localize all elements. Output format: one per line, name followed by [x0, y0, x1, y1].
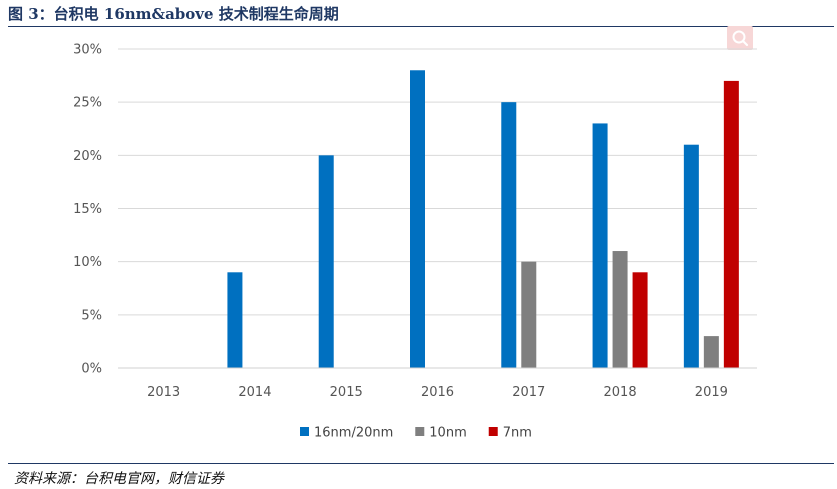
y-tick-label: 20%: [73, 149, 102, 164]
y-tick-label: 15%: [73, 202, 102, 217]
search-icon: [732, 30, 749, 47]
bar-2018-10nm: [612, 251, 628, 368]
legend-swatch: [300, 427, 309, 436]
bar-2017-16nm/20nm: [501, 102, 517, 369]
x-tick-label: 2014: [238, 385, 271, 400]
top-rule: [8, 26, 834, 27]
x-tick-label: 2013: [147, 385, 180, 400]
x-tick-label: 2016: [421, 385, 454, 400]
y-tick-label: 25%: [73, 96, 102, 111]
legend: 16nm/20nm 10nm 7nm: [300, 426, 532, 441]
legend-item: 16nm/20nm: [300, 426, 393, 441]
y-tick-label: 30%: [73, 43, 102, 58]
bar-2019-7nm: [723, 80, 739, 369]
gridlines: [118, 48, 757, 316]
x-tick-label: 2018: [604, 385, 637, 400]
legend-item: 7nm: [488, 426, 532, 441]
y-tick-label: 5%: [81, 308, 102, 323]
bar-2017-10nm: [521, 261, 537, 368]
bar-2018-16nm/20nm: [592, 123, 608, 368]
legend-swatch: [415, 427, 425, 436]
x-tick-label: 2015: [330, 385, 363, 400]
figure-title: 图 3：台积电 16nm&above 技术制程生命周期: [8, 5, 339, 23]
source-note: 资料来源：台积电官网，财信证券: [14, 471, 224, 487]
bar-2019-10nm: [703, 336, 719, 368]
legend-item: 10nm: [415, 426, 467, 441]
legend-swatch: [488, 427, 498, 436]
axes: 0% 5% 10% 15% 20% 25% 30% 2013 2014 2015 2016 2017 2…: [73, 43, 757, 400]
y-tick-label: 10%: [73, 255, 102, 270]
bar-2016-16nm/20nm: [410, 70, 425, 369]
bar-2014-16nm/20nm: [227, 272, 243, 368]
bars: [227, 70, 739, 369]
x-tick-label: 2017: [512, 385, 545, 400]
bar-2019-16nm/20nm: [683, 144, 699, 368]
legend-label: 10nm: [429, 426, 466, 441]
search-button[interactable]: [727, 26, 753, 50]
x-tick-label: 2019: [695, 385, 728, 400]
legend-label: 7nm: [503, 426, 532, 441]
y-tick-label: 0%: [81, 362, 102, 377]
legend-label: 16nm/20nm: [314, 426, 393, 441]
bottom-rule: [8, 463, 834, 464]
bar-2015-16nm/20nm: [318, 155, 334, 368]
bar-2018-7nm: [632, 272, 648, 368]
